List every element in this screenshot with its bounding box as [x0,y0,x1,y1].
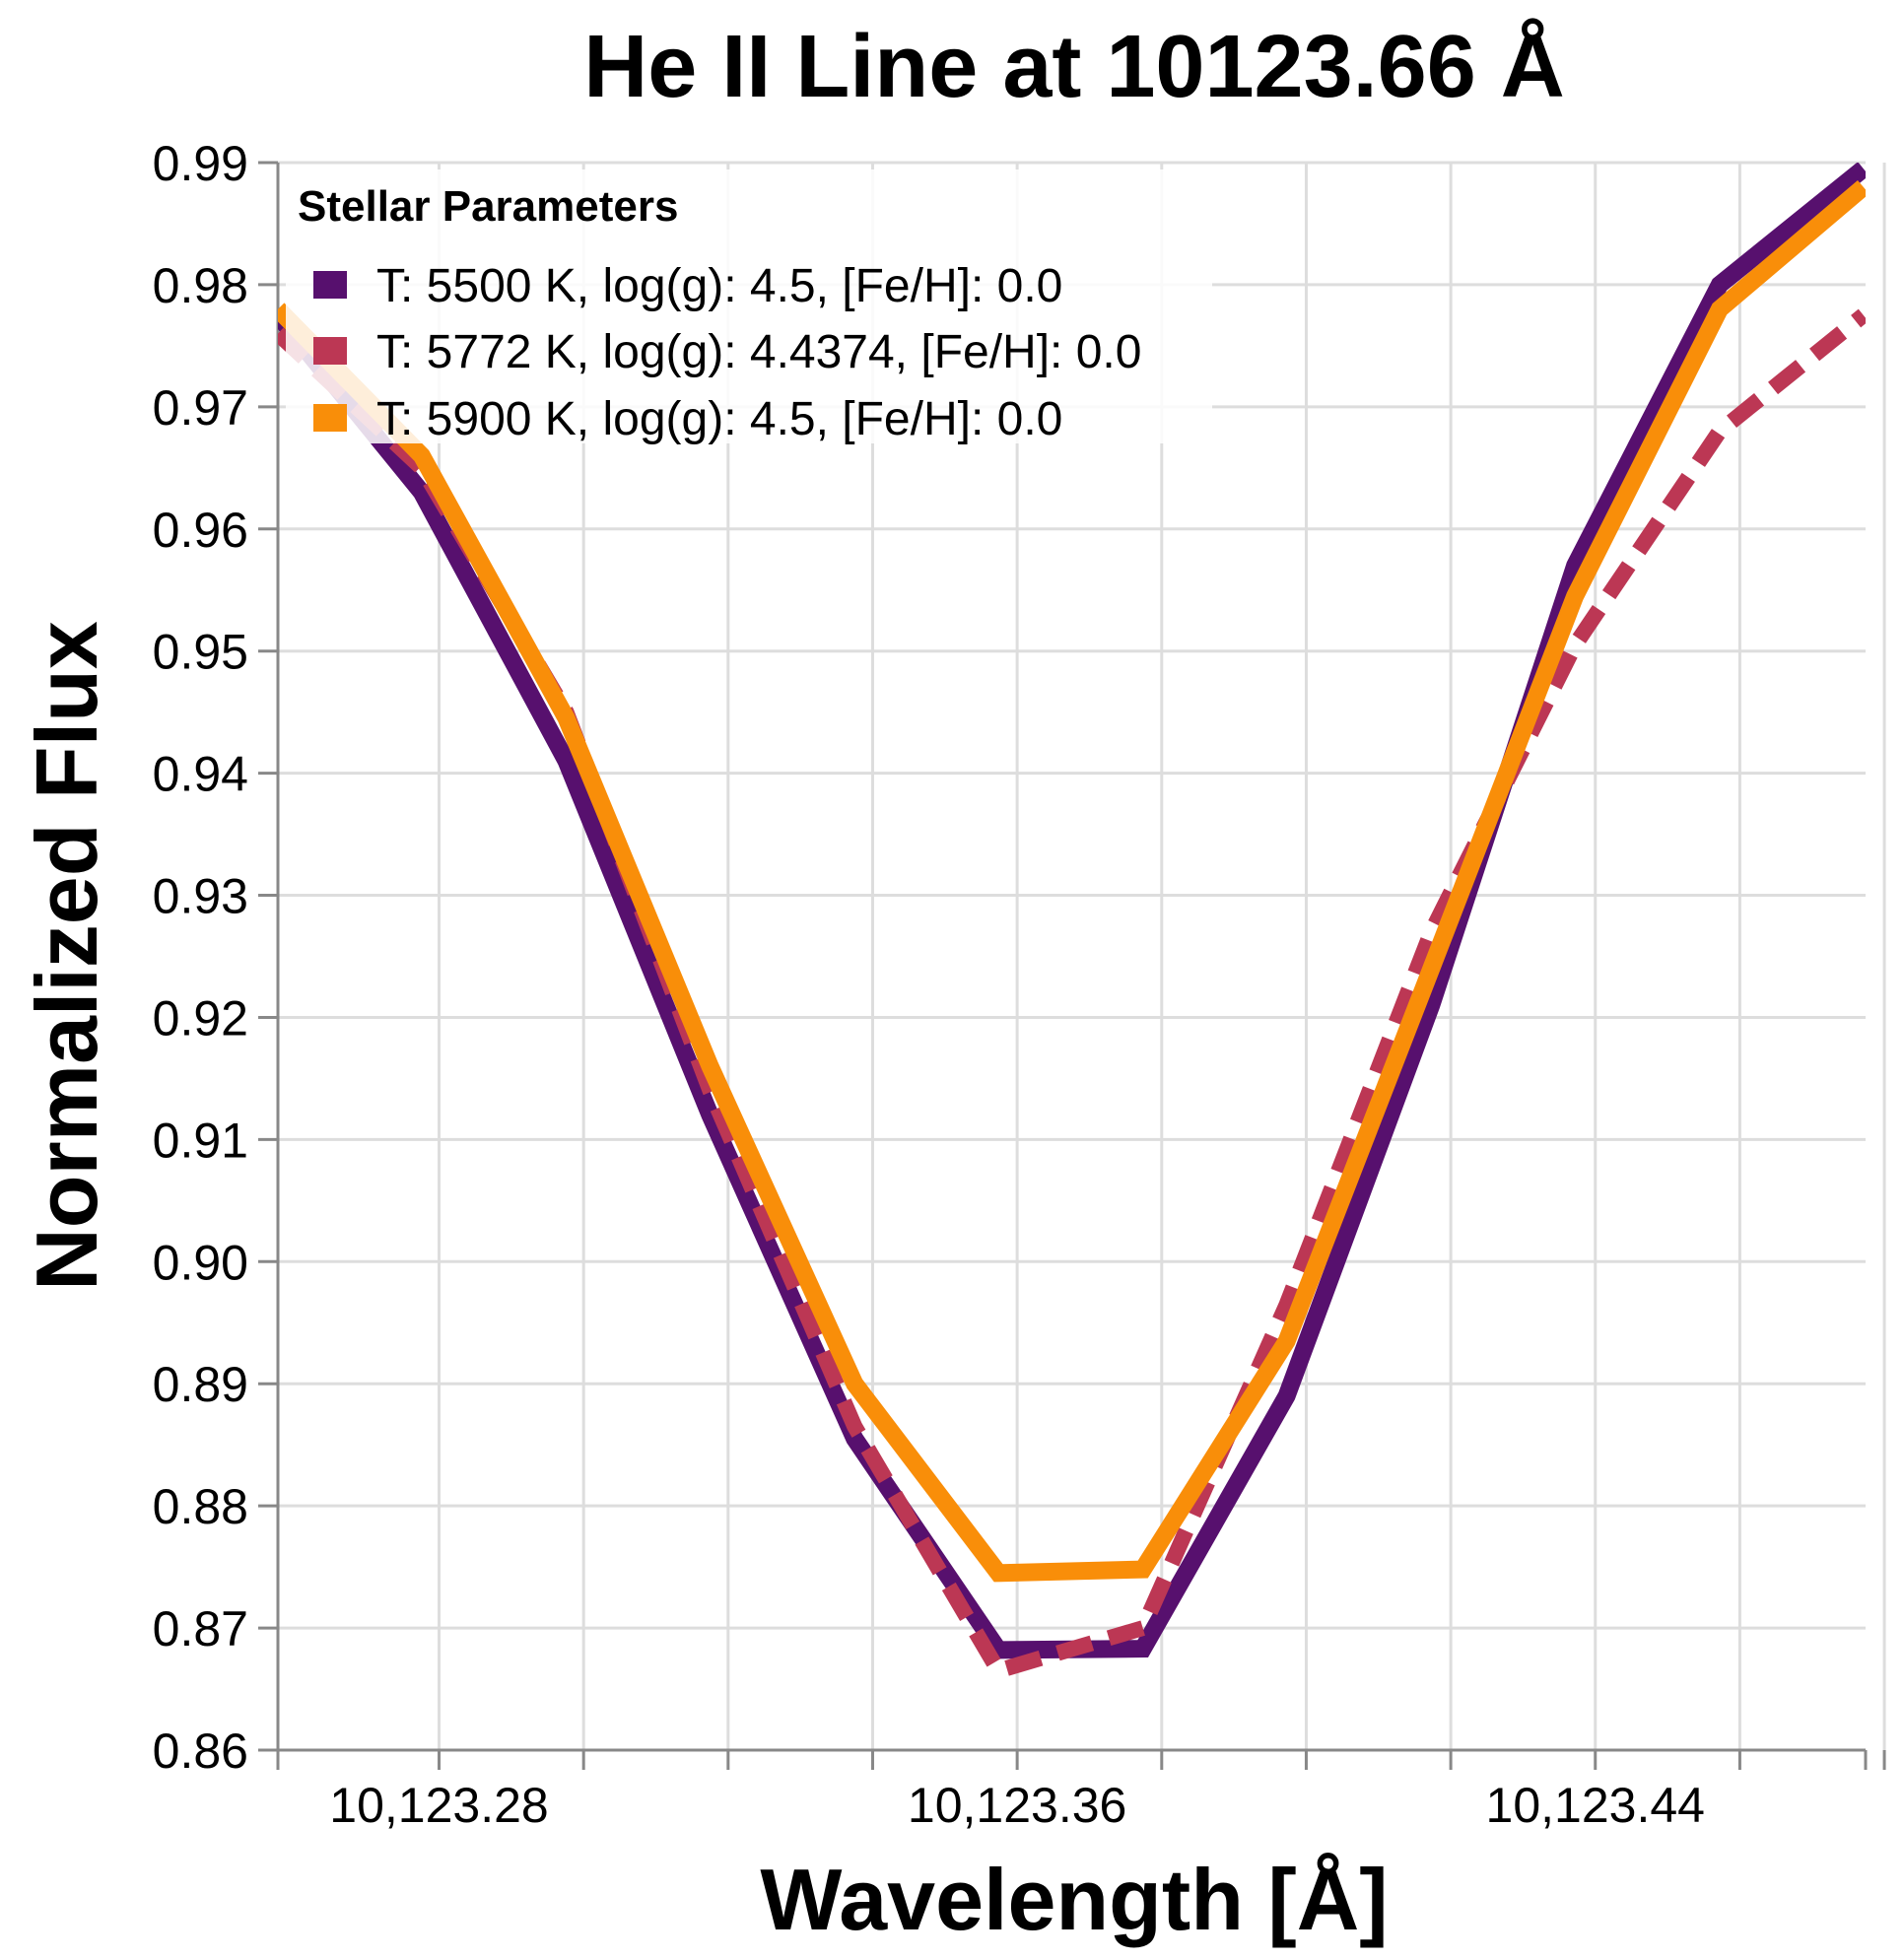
x-tick-label: 10,123.36 [908,1778,1126,1833]
plot-area [278,163,1866,1680]
axes: 0.86 0.87 0.88 0.89 0.90 0.91 0.92 0.93 0.94 0.95… [153,136,1886,1833]
y-tick-label: 0.87 [153,1601,248,1656]
legend-title: Stellar Parameters [298,182,678,231]
series-group [278,163,1866,1680]
y-tick-label: 0.96 [153,503,248,558]
y-tick-label: 0.94 [153,747,248,802]
series-line-3 [278,179,1866,1583]
y-tick-label: 0.88 [153,1479,248,1534]
x-axis-label: Wavelength [Å] [760,1851,1388,1948]
legend-swatch [313,404,347,432]
series-line-2 [278,308,1866,1680]
y-tick-label: 0.95 [153,625,248,680]
x-tick-label: 10,123.44 [1486,1778,1705,1833]
legend-label: T: 5772 K, log(g): 4.4374, [Fe/H]: 0.0 [376,326,1141,378]
chart-title: He II Line at 10123.66 Å [583,18,1565,116]
legend-label: T: 5900 K, log(g): 4.5, [Fe/H]: 0.0 [376,393,1062,445]
legend-swatch [313,271,347,299]
y-tick-label: 0.92 [153,990,248,1046]
y-tick-label: 0.86 [153,1723,248,1779]
y-axis-label: Normalized Flux [18,621,115,1291]
y-tick-label: 0.89 [153,1357,248,1412]
legend-label: T: 5500 K, log(g): 4.5, [Fe/H]: 0.0 [376,260,1062,312]
y-tick-label: 0.97 [153,380,248,436]
y-tick-label: 0.99 [153,136,248,191]
legend-swatch [313,337,347,365]
legend-background [286,169,1212,443]
y-tick-label: 0.93 [153,869,248,924]
y-tick-label: 0.90 [153,1235,248,1290]
legend: Stellar Parameters T: 5500 K, log(g): 4.5… [286,169,1212,445]
x-tick-label: 10,123.28 [329,1778,548,1833]
y-tick-label: 0.98 [153,258,248,313]
y-tick-label: 0.91 [153,1113,248,1168]
